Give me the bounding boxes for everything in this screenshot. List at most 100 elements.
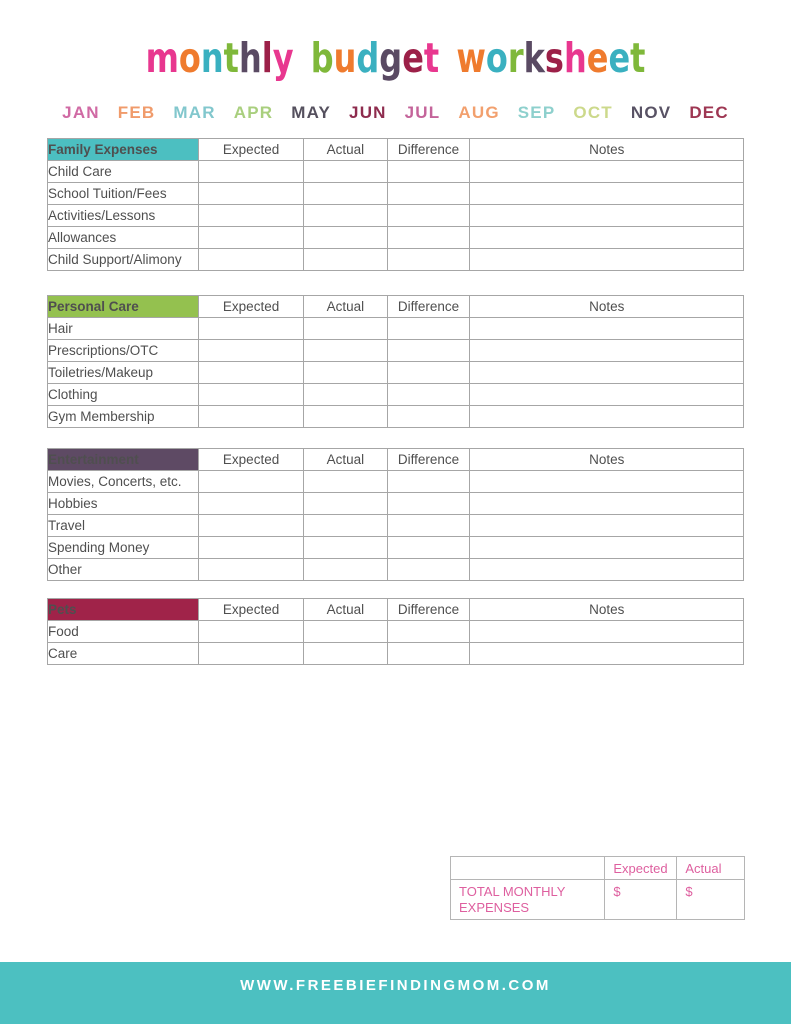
cell-expected[interactable] <box>198 182 305 205</box>
cell-notes[interactable] <box>469 339 744 362</box>
column-header-difference: Difference <box>386 598 471 621</box>
cell-notes[interactable] <box>469 204 744 227</box>
cell-difference[interactable] <box>386 558 471 581</box>
cell-notes[interactable] <box>469 248 744 271</box>
cell-expected[interactable] <box>198 514 305 537</box>
cell-actual[interactable] <box>303 383 388 406</box>
cell-actual[interactable] <box>303 182 388 205</box>
cell-difference[interactable] <box>386 160 471 183</box>
cell-difference[interactable] <box>386 514 471 537</box>
cell-actual[interactable] <box>303 514 388 537</box>
cell-actual[interactable] <box>303 536 388 559</box>
cell-notes[interactable] <box>469 642 744 665</box>
cell-difference[interactable] <box>386 204 471 227</box>
cell-notes[interactable] <box>469 470 744 493</box>
cell-expected[interactable] <box>198 248 305 271</box>
cell-notes[interactable] <box>469 361 744 384</box>
month-feb: FEB <box>117 103 156 122</box>
total-expected-value[interactable]: $ <box>604 879 678 920</box>
cell-expected[interactable] <box>198 405 305 428</box>
cell-difference[interactable] <box>386 361 471 384</box>
section-header-row: Family Expenses Expected Actual Difference N… <box>46 138 744 161</box>
cell-expected[interactable] <box>198 339 305 362</box>
cell-notes[interactable] <box>469 514 744 537</box>
cell-difference[interactable] <box>386 405 471 428</box>
cell-expected[interactable] <box>198 361 305 384</box>
total-empty-header <box>449 856 606 880</box>
cell-notes[interactable] <box>469 160 744 183</box>
months-row: JAN FEB MAR APR MAY JUN JUL AUG SEP OCT NOV DEC <box>0 103 791 123</box>
total-actual-value[interactable]: $ <box>676 879 745 920</box>
row-label-other: Other <box>46 558 200 581</box>
cell-expected[interactable] <box>198 160 305 183</box>
cell-actual[interactable] <box>303 558 388 581</box>
cell-difference[interactable] <box>386 492 471 515</box>
column-header-notes: Notes <box>469 448 744 471</box>
cell-expected[interactable] <box>198 383 305 406</box>
cell-difference[interactable] <box>386 248 471 271</box>
cell-notes[interactable] <box>469 492 744 515</box>
cell-difference[interactable] <box>386 642 471 665</box>
title-letter: y <box>272 34 294 82</box>
title-letter: w <box>456 34 486 82</box>
cell-actual[interactable] <box>303 492 388 515</box>
cell-expected[interactable] <box>198 642 305 665</box>
cell-actual[interactable] <box>303 317 388 340</box>
cell-expected[interactable] <box>198 226 305 249</box>
cell-notes[interactable] <box>469 558 744 581</box>
cell-notes[interactable] <box>469 226 744 249</box>
cell-difference[interactable] <box>386 339 471 362</box>
cell-difference[interactable] <box>386 536 471 559</box>
column-header-actual: Actual <box>303 598 388 621</box>
cell-notes[interactable] <box>469 536 744 559</box>
cell-actual[interactable] <box>303 470 388 493</box>
cell-actual[interactable] <box>303 361 388 384</box>
cell-difference[interactable] <box>386 470 471 493</box>
cell-expected[interactable] <box>198 558 305 581</box>
month-apr: APR <box>233 103 274 122</box>
cell-actual[interactable] <box>303 226 388 249</box>
row-label-school-tuition-fees: School Tuition/Fees <box>46 182 200 205</box>
cell-expected[interactable] <box>198 204 305 227</box>
cell-notes[interactable] <box>469 182 744 205</box>
row-label-care: Care <box>46 642 200 665</box>
cell-actual[interactable] <box>303 620 388 643</box>
cell-expected[interactable] <box>198 536 305 559</box>
cell-difference[interactable] <box>386 226 471 249</box>
title-letter: h <box>238 34 262 82</box>
row-label-food: Food <box>46 620 200 643</box>
cell-actual[interactable] <box>303 248 388 271</box>
cell-notes[interactable] <box>469 405 744 428</box>
column-header-difference: Difference <box>386 138 471 161</box>
table-row: Child Care <box>46 160 744 183</box>
cell-expected[interactable] <box>198 620 305 643</box>
cell-expected[interactable] <box>198 470 305 493</box>
cell-notes[interactable] <box>469 383 744 406</box>
month-jun: JUN <box>349 103 387 122</box>
cell-expected[interactable] <box>198 317 305 340</box>
row-label-allowances: Allowances <box>46 226 200 249</box>
cell-notes[interactable] <box>469 620 744 643</box>
table-row: Care <box>46 642 744 665</box>
cell-actual[interactable] <box>303 160 388 183</box>
title-letter: t <box>630 34 646 82</box>
row-label-hair: Hair <box>46 317 200 340</box>
cell-difference[interactable] <box>386 620 471 643</box>
month-jan: JAN <box>62 103 100 122</box>
row-label-prescriptions-otc: Prescriptions/OTC <box>46 339 200 362</box>
cell-difference[interactable] <box>386 317 471 340</box>
cell-difference[interactable] <box>386 182 471 205</box>
cell-actual[interactable] <box>303 642 388 665</box>
month-mar: MAR <box>173 103 216 122</box>
section-title-entertainment: Entertainment <box>46 448 200 471</box>
cell-actual[interactable] <box>303 204 388 227</box>
column-header-difference: Difference <box>386 295 471 318</box>
cell-actual[interactable] <box>303 405 388 428</box>
cell-actual[interactable] <box>303 339 388 362</box>
cell-difference[interactable] <box>386 383 471 406</box>
table-row: Other <box>46 558 744 581</box>
title-letter: s <box>544 34 564 82</box>
table-row: Toiletries/Makeup <box>46 361 744 384</box>
cell-notes[interactable] <box>469 317 744 340</box>
cell-expected[interactable] <box>198 492 305 515</box>
